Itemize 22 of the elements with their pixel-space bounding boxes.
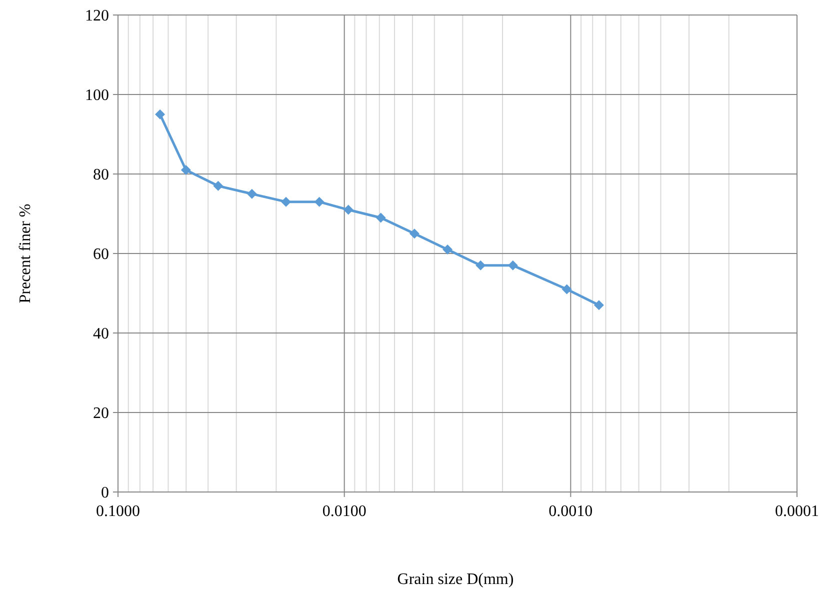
point bbox=[376, 212, 386, 223]
y-tick-label: 100 bbox=[85, 87, 109, 104]
x-tick-label: 0.1000 bbox=[96, 503, 140, 520]
x-axis-title: Grain size D(mm) bbox=[397, 571, 514, 588]
y-tick-label: 80 bbox=[93, 166, 109, 184]
point bbox=[213, 180, 224, 191]
point bbox=[442, 244, 453, 255]
x-tick-label: 0.0001 bbox=[775, 503, 819, 520]
y-tick-label: 40 bbox=[93, 326, 109, 343]
x-tick-label: 0.0010 bbox=[548, 503, 593, 520]
point bbox=[246, 188, 257, 199]
point bbox=[476, 260, 486, 270]
point bbox=[409, 228, 420, 239]
y-axis-title: Precent finer % bbox=[17, 204, 34, 304]
point bbox=[508, 260, 518, 270]
y-tick-label: 120 bbox=[85, 8, 109, 25]
x-tick-label: 0.0100 bbox=[322, 503, 366, 520]
point bbox=[343, 204, 354, 215]
y-tick-label: 20 bbox=[93, 405, 109, 422]
y-tick-label: 60 bbox=[93, 246, 109, 264]
y-tick-label: 0 bbox=[101, 484, 109, 502]
point bbox=[180, 165, 191, 176]
